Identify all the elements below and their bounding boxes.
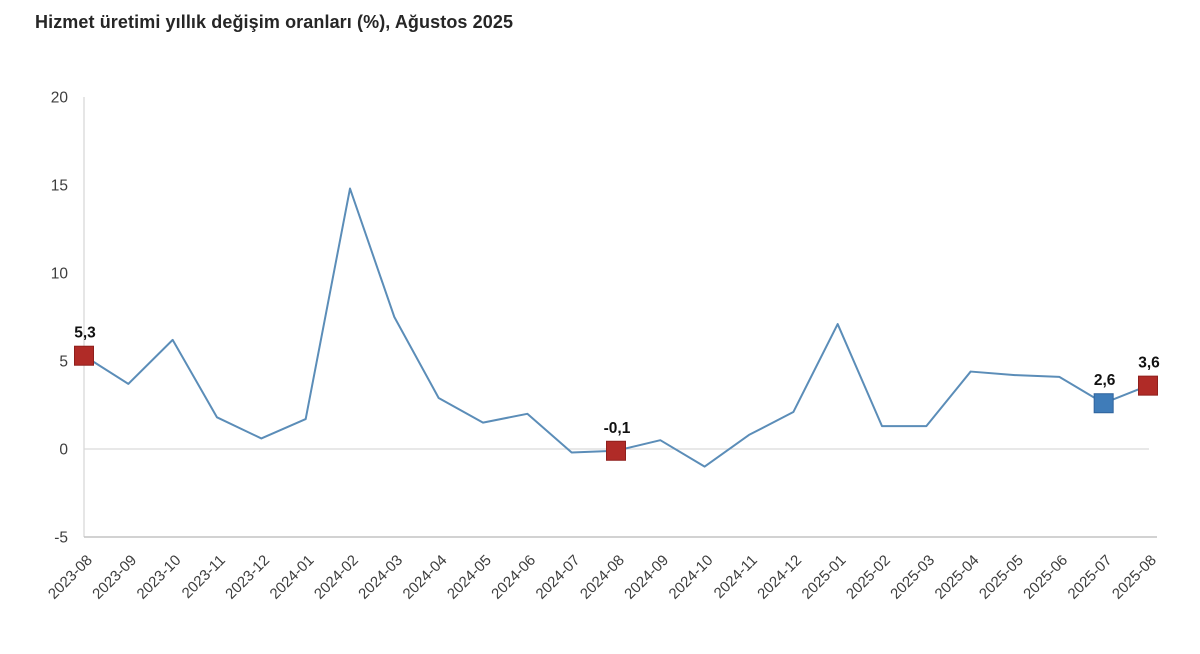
x-axis-label: 2024-10 — [666, 552, 717, 603]
x-axis-label: 2023-12 — [222, 552, 273, 603]
x-axis-label: 2024-05 — [444, 552, 495, 603]
x-axis-label: 2025-05 — [976, 552, 1027, 603]
x-axis-label: 2023-11 — [179, 552, 229, 602]
x-axis-label: 2023-09 — [89, 552, 140, 603]
x-axis-label: 2024-02 — [311, 552, 362, 603]
highlight-marker — [1093, 393, 1114, 414]
point-label: 3,6 — [1138, 355, 1160, 372]
x-axis-label: 2024-12 — [754, 552, 805, 603]
x-axis-label: 2023-10 — [134, 552, 185, 603]
highlight-marker — [606, 440, 626, 461]
highlight-marker — [1138, 375, 1158, 396]
x-axis-label: 2025-06 — [1020, 552, 1071, 603]
x-axis-label: 2024-03 — [355, 552, 406, 603]
y-axis-label: -5 — [54, 530, 68, 547]
y-axis-label: 0 — [59, 442, 68, 459]
x-axis-label: 2024-09 — [621, 552, 672, 603]
point-label: 5,3 — [74, 325, 96, 342]
x-axis-label: 2024-01 — [267, 552, 318, 603]
y-axis-label: 20 — [51, 90, 69, 107]
x-axis-label: 2024-06 — [488, 552, 539, 603]
x-axis-label: 2024-04 — [400, 552, 451, 603]
x-axis-label: 2025-08 — [1109, 552, 1160, 603]
x-axis-label: 2024-07 — [533, 552, 584, 603]
y-axis-label: 15 — [51, 178, 68, 195]
y-axis-label: 10 — [51, 266, 69, 283]
x-axis-label: 2024-11 — [711, 552, 761, 602]
highlight-marker — [74, 345, 94, 366]
x-axis-label: 2025-04 — [932, 552, 983, 603]
x-axis-label: 2023-08 — [45, 552, 96, 603]
y-axis-label: 5 — [59, 354, 68, 371]
x-axis-label: 2024-08 — [577, 552, 628, 603]
point-label: 2,6 — [1094, 372, 1116, 389]
x-axis-label: 2025-07 — [1065, 552, 1116, 603]
point-label: -0,1 — [604, 420, 631, 437]
chart-title: Hizmet üretimi yıllık değişim oranları (… — [35, 12, 514, 32]
x-axis-label: 2025-01 — [799, 552, 850, 603]
x-axis-label: 2025-02 — [843, 552, 894, 603]
x-axis-label: 2025-03 — [887, 552, 938, 603]
